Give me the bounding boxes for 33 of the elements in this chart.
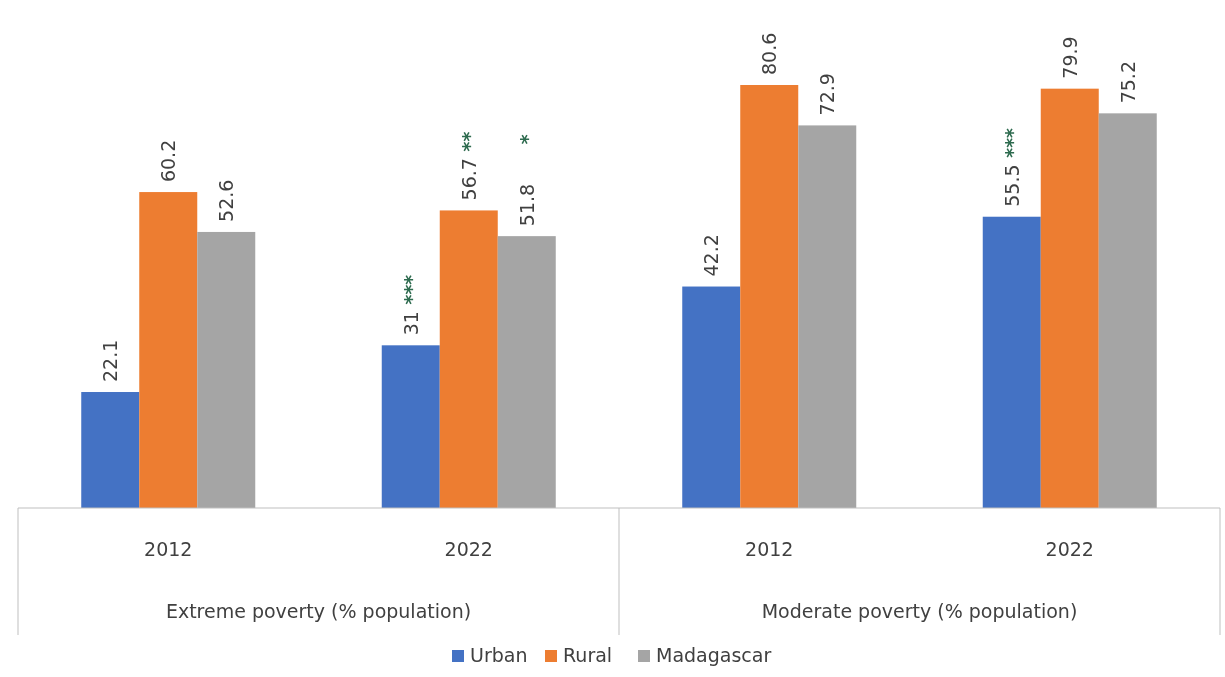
data-label: 80.6 [758, 32, 781, 75]
text: Moderate poverty (% population) [761, 600, 1078, 622]
bar [197, 231, 256, 508]
x-tick-label: 2022 [444, 538, 493, 560]
bar [139, 192, 198, 508]
data-label: 60.2 [157, 139, 180, 183]
text: Extreme poverty (% population) [165, 600, 472, 622]
x-tick-label: 2012 [745, 538, 794, 560]
data-label: 75.2 [1116, 61, 1139, 104]
bar [1040, 88, 1099, 508]
data-label: 22.1 [99, 339, 122, 383]
bar [439, 210, 498, 508]
bar [682, 286, 741, 508]
legend-label: Rural [563, 644, 613, 666]
data-label: 55.5 *** [1000, 127, 1023, 207]
data-label: 31 *** [399, 274, 422, 336]
x-tick-label: 2012 [144, 538, 193, 560]
data-label: 52.6 [215, 179, 238, 222]
bar [740, 85, 799, 508]
data-label: 72.9 [816, 73, 839, 116]
x-tick-label: 2022 [1045, 538, 1094, 560]
bar [381, 345, 440, 508]
bar [81, 392, 140, 508]
bar [1098, 113, 1157, 508]
legend-label: Urban [470, 644, 528, 666]
legend-label: Madagascar [656, 644, 772, 666]
bar [798, 125, 857, 508]
data-label: 42.2 [700, 234, 723, 277]
data-label: 56.7 ** [457, 131, 480, 201]
data-label: 79.9 [1058, 36, 1081, 79]
bar [982, 216, 1041, 508]
bar [497, 236, 556, 508]
text: 51.8 * [515, 134, 538, 227]
